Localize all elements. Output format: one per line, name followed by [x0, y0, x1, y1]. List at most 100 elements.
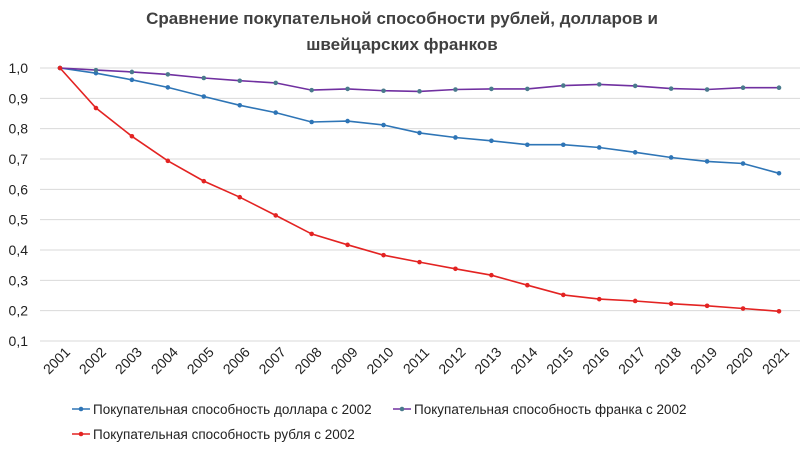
x-tick-label: 2011 [400, 344, 433, 377]
data-point [201, 178, 207, 184]
data-point [237, 103, 243, 108]
gridlines [40, 67, 800, 342]
data-point [776, 170, 782, 176]
y-tick-label: 0,6 [9, 181, 29, 197]
data-point [776, 308, 782, 314]
x-tick-label: 2003 [112, 344, 145, 377]
data-point [632, 150, 638, 155]
data-point [596, 145, 602, 150]
data-point [381, 122, 386, 128]
data-point [453, 266, 458, 272]
data-point [345, 118, 350, 124]
data-point [129, 77, 135, 83]
y-tick-label: 0,8 [9, 121, 29, 137]
y-tick-label: 0,5 [9, 212, 29, 228]
data-point [668, 301, 674, 306]
data-point [237, 78, 243, 84]
x-tick-label: 2015 [543, 344, 576, 377]
x-tick-label: 2001 [40, 344, 73, 377]
data-point [561, 142, 566, 148]
data-point [201, 75, 207, 81]
data-point [596, 296, 602, 302]
data-point [165, 158, 171, 164]
x-tick-label: 2012 [435, 344, 468, 377]
x-tick-label: 2006 [220, 344, 253, 377]
data-point [704, 159, 710, 164]
data-point [93, 105, 99, 111]
data-point [129, 69, 135, 75]
data-point [668, 155, 674, 160]
y-tick-label: 0,4 [9, 242, 29, 258]
chart-title-line-2: швейцарских франков [306, 35, 498, 54]
data-point [525, 282, 530, 288]
y-tick-label: 0,1 [9, 333, 29, 349]
data-point [632, 83, 638, 89]
data-point [453, 87, 458, 92]
data-point [453, 135, 458, 140]
data-point [309, 119, 314, 125]
data-point [632, 298, 638, 304]
data-point [57, 65, 63, 71]
data-point [417, 89, 422, 94]
data-point [561, 292, 566, 298]
data-point [596, 82, 602, 87]
data-point [309, 231, 314, 237]
x-tick-label: 2016 [579, 344, 612, 377]
data-point [273, 213, 279, 218]
data-point [93, 67, 99, 73]
y-tick-label: 0,2 [9, 303, 29, 319]
x-tick-label: 2020 [723, 344, 756, 377]
data-point [417, 130, 422, 136]
data-point [740, 85, 746, 91]
x-tick-label: 2017 [615, 344, 648, 377]
data-point [165, 72, 171, 77]
data-point [309, 87, 314, 93]
data-point [201, 94, 207, 99]
data-point [668, 86, 674, 91]
data-point [525, 142, 530, 148]
x-tick-label: 2019 [687, 344, 720, 377]
data-point [776, 85, 782, 91]
y-tick-label: 0,7 [9, 151, 29, 167]
data-point [561, 83, 566, 88]
x-tick-label: 2014 [507, 344, 540, 377]
legend: Покупательная способность доллара с 2002… [72, 402, 687, 442]
data-point [273, 80, 279, 86]
data-point [704, 303, 710, 309]
x-tick-label: 2018 [651, 344, 684, 377]
legend-marker [78, 406, 84, 412]
legend-marker [78, 431, 84, 437]
x-tick-label: 2005 [184, 344, 217, 377]
data-point [489, 272, 494, 278]
x-tick-label: 2010 [363, 344, 396, 377]
y-axis-tick-labels: 1,0 0,9 0,8 0,7 0,6 0,5 0,4 0,3 0,2 0,1 [9, 60, 29, 349]
data-point [704, 87, 710, 92]
chart-title-line-1: Сравнение покупательной способности рубл… [146, 9, 658, 28]
x-tick-label: 2008 [291, 344, 324, 377]
data-point [417, 259, 422, 265]
x-tick-label: 2009 [327, 344, 360, 377]
legend-label: Покупательная способность доллара с 2002 [93, 402, 372, 417]
data-point [381, 88, 386, 94]
legend-label: Покупательная способность рубля с 2002 [93, 427, 355, 442]
data-point [237, 194, 243, 200]
data-point [129, 133, 135, 139]
x-tick-label: 2004 [148, 344, 181, 377]
series-lines [57, 65, 782, 314]
data-point [489, 86, 494, 92]
data-point [345, 242, 350, 248]
x-tick-label: 2002 [76, 344, 109, 377]
data-point [525, 86, 530, 92]
x-axis-tick-labels: 2001 2002 2003 2004 2005 2006 2007 2008 2009 2010… [40, 344, 792, 377]
y-tick-label: 0,9 [9, 90, 29, 106]
data-point [165, 85, 171, 90]
x-tick-label: 2013 [471, 344, 504, 377]
x-tick-label: 2007 [255, 344, 288, 377]
legend-label: Покупательная способность франка с 2002 [414, 402, 687, 417]
data-point [740, 161, 746, 166]
data-point [273, 110, 279, 115]
data-point [489, 138, 494, 144]
legend-marker [399, 406, 405, 412]
x-tick-label: 2021 [759, 344, 792, 377]
